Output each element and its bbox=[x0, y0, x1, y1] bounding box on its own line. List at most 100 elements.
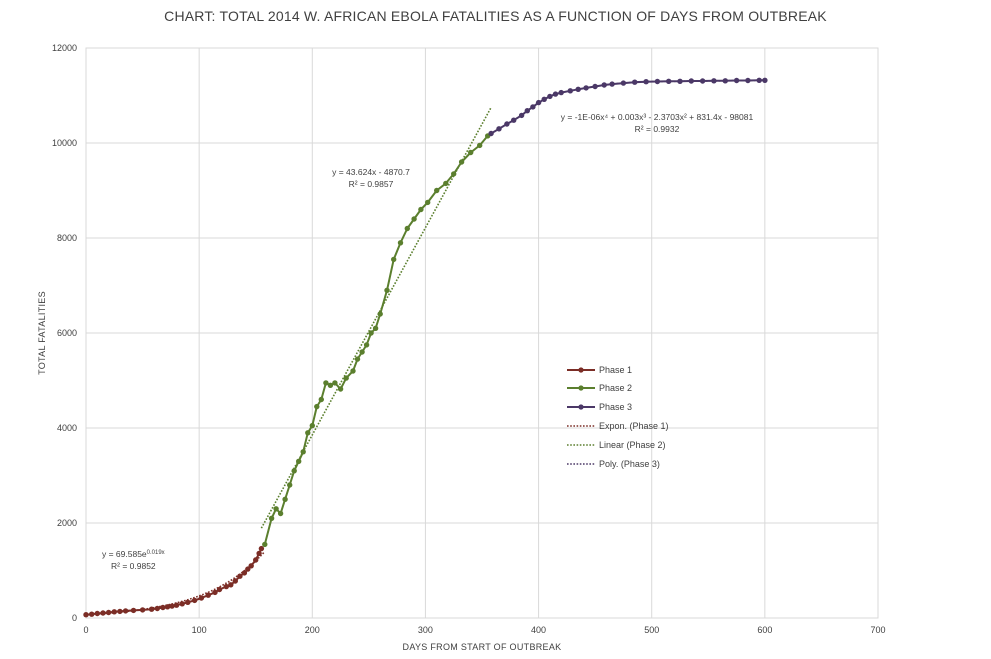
legend-label-phase-1: Phase 1 bbox=[599, 365, 632, 375]
data-point bbox=[198, 595, 205, 601]
y-tick-label: 6000 bbox=[57, 328, 77, 338]
data-point bbox=[89, 611, 95, 617]
linear-equation: y = 43.624x - 4870.7 bbox=[332, 167, 410, 177]
data-point bbox=[411, 216, 417, 222]
legend-marker-phase-3 bbox=[578, 404, 584, 410]
expon-r2: R² = 0.9852 bbox=[111, 561, 156, 571]
data-point bbox=[94, 610, 101, 617]
expon-equation-main: y = 69.585e bbox=[102, 549, 147, 559]
data-point bbox=[745, 77, 751, 84]
data-point bbox=[309, 422, 315, 429]
linear-r2: R² = 0.9857 bbox=[349, 179, 394, 189]
data-point bbox=[241, 570, 248, 576]
data-point bbox=[468, 149, 474, 156]
data-point bbox=[418, 206, 424, 213]
y-tick-labels: 0 2000 4000 6000 8000 10000 12000 bbox=[52, 43, 77, 623]
expon-equation: y = 69.585e0.019x bbox=[102, 549, 165, 559]
poly-equation: y = -1E-06x⁴ + 0.003x³ - 2.3703x² + 831.… bbox=[561, 112, 754, 122]
data-series bbox=[83, 77, 768, 618]
data-point bbox=[282, 496, 288, 502]
poly-r2: R² = 0.9932 bbox=[635, 124, 680, 134]
data-point bbox=[434, 187, 440, 194]
data-point bbox=[350, 368, 356, 374]
y-tick-label: 12000 bbox=[52, 43, 77, 53]
data-point bbox=[354, 356, 361, 362]
data-point bbox=[318, 396, 324, 403]
legend-item-poly-phase-3: Poly. (Phase 3) bbox=[567, 459, 660, 469]
data-point bbox=[688, 78, 694, 84]
data-point bbox=[160, 604, 166, 611]
data-point bbox=[535, 99, 542, 106]
data-point bbox=[733, 77, 740, 84]
x-tick-labels: 0 100 200 300 400 500 600 700 bbox=[83, 625, 885, 635]
data-point bbox=[332, 380, 338, 386]
data-point bbox=[216, 586, 223, 593]
data-point bbox=[248, 563, 254, 569]
data-point bbox=[425, 199, 431, 206]
legend-item-phase-3: Phase 3 bbox=[567, 402, 632, 412]
data-point bbox=[552, 91, 559, 97]
data-point bbox=[191, 597, 198, 604]
data-point bbox=[575, 86, 581, 93]
data-point bbox=[296, 458, 302, 464]
legend-item-linear-phase-2: Linear (Phase 2) bbox=[567, 440, 666, 450]
data-point bbox=[583, 85, 589, 91]
data-point bbox=[762, 77, 768, 84]
data-point bbox=[323, 380, 329, 386]
data-point bbox=[458, 159, 465, 165]
data-point bbox=[397, 240, 404, 246]
data-point bbox=[130, 607, 137, 614]
data-point bbox=[666, 78, 672, 85]
data-point bbox=[277, 510, 284, 517]
data-point bbox=[372, 325, 379, 331]
data-point bbox=[377, 311, 383, 317]
data-point bbox=[223, 583, 229, 590]
x-tick-label: 300 bbox=[418, 625, 433, 635]
data-point bbox=[632, 79, 638, 85]
data-point bbox=[173, 602, 180, 608]
legend-item-phase-2: Phase 2 bbox=[567, 383, 632, 393]
series-line-phase-2 bbox=[263, 135, 489, 545]
data-point bbox=[262, 541, 268, 548]
data-point bbox=[258, 545, 265, 552]
data-point bbox=[677, 78, 683, 85]
data-point bbox=[504, 121, 510, 127]
data-point bbox=[547, 93, 553, 100]
data-point bbox=[273, 506, 279, 512]
data-point bbox=[722, 78, 728, 84]
data-point bbox=[100, 610, 106, 616]
data-point bbox=[164, 604, 171, 610]
expon-equation-exponent: 0.019x bbox=[147, 550, 165, 556]
data-point bbox=[185, 599, 191, 605]
data-point bbox=[391, 256, 397, 263]
data-point bbox=[305, 430, 311, 436]
y-tick-label: 8000 bbox=[57, 233, 77, 243]
legend-item-phase-1: Phase 1 bbox=[567, 365, 632, 375]
x-axis-label: DAYS FROM START OF OUTBREAK bbox=[403, 642, 562, 652]
x-tick-label: 400 bbox=[531, 625, 546, 635]
data-point bbox=[237, 573, 243, 579]
data-point bbox=[300, 449, 306, 455]
data-point bbox=[105, 609, 112, 616]
data-point bbox=[654, 78, 661, 85]
series-phase-2 bbox=[262, 133, 491, 548]
data-point bbox=[268, 515, 275, 521]
data-point bbox=[154, 605, 160, 612]
plot-frame bbox=[85, 47, 879, 619]
data-point bbox=[699, 78, 706, 84]
legend-label-expon-phase-1: Expon. (Phase 1) bbox=[599, 421, 669, 431]
data-point bbox=[451, 171, 457, 177]
data-point bbox=[488, 130, 494, 137]
data-point bbox=[524, 108, 530, 114]
data-point bbox=[245, 566, 251, 572]
data-point bbox=[117, 608, 123, 615]
data-point bbox=[541, 96, 547, 103]
data-point bbox=[518, 112, 525, 119]
data-point bbox=[443, 180, 449, 187]
data-point bbox=[111, 609, 118, 615]
y-tick-label: 0 bbox=[72, 613, 77, 623]
data-point bbox=[287, 482, 293, 488]
x-tick-label: 600 bbox=[757, 625, 772, 635]
x-tick-label: 0 bbox=[83, 625, 88, 635]
data-point bbox=[620, 80, 627, 86]
